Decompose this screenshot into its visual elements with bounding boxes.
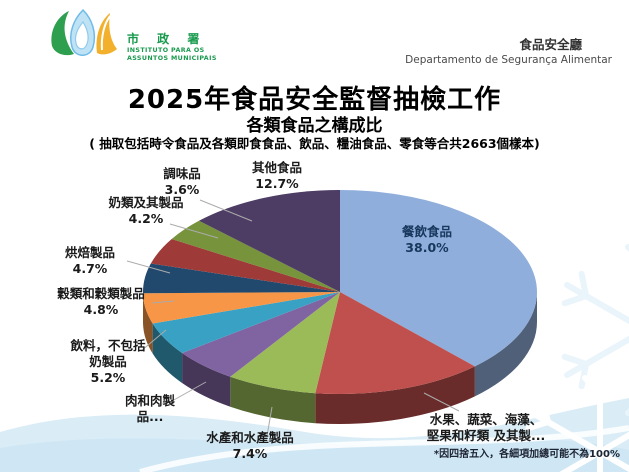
label-leader-line bbox=[169, 223, 219, 239]
iam-logo-text: 市 政 署 INSTITUTO PARA OS ASSUNTOS MUNICIP… bbox=[127, 30, 217, 63]
department-name-pt: Departamento de Segurança Alimentar bbox=[405, 54, 612, 66]
pie-label-beverages: 飲料，不包括 奶製品 5.2% bbox=[70, 338, 145, 386]
pie-label-text2: 品... bbox=[136, 409, 164, 424]
pie-label-pct: 7.4% bbox=[232, 446, 268, 461]
pie-label-text: 穀類和穀類製品 bbox=[57, 286, 145, 301]
pie-label-text: 調味品 bbox=[163, 166, 201, 181]
logo-cn-name: 市 政 署 bbox=[127, 32, 207, 46]
pie-label-pct: 4.2% bbox=[128, 211, 164, 226]
pie-label-seasoning: 調味品 3.6% bbox=[163, 166, 201, 198]
pie-label-bakery: 烘焙製品 4.7% bbox=[65, 245, 115, 277]
department-name-cn: 食品安全廳 bbox=[519, 37, 582, 52]
pie-label-pct: 4.8% bbox=[83, 302, 119, 317]
pie-label-fruit-vegetables: 水果、蔬菜、海藻、 堅果和籽類 及其製... bbox=[427, 412, 546, 444]
pie-label-text: 其他食品 bbox=[251, 160, 303, 175]
logo-green-leaf bbox=[51, 11, 74, 56]
label-leader-line bbox=[126, 260, 171, 274]
pie-label-text2: 奶製品 bbox=[89, 354, 127, 369]
snowflake-icon bbox=[523, 369, 629, 472]
pie-label-meat: 肉和肉製 品... bbox=[125, 393, 175, 425]
pie-label-text: 水產和水產製品 bbox=[206, 430, 294, 445]
pie-label-text2: 堅果和籽類 及其製... bbox=[426, 428, 546, 443]
pie-slice bbox=[198, 190, 340, 292]
chart-title: 各類食品之構成比 bbox=[246, 116, 383, 136]
pie-slice bbox=[152, 292, 340, 353]
iam-logo-icon bbox=[51, 8, 117, 56]
label-leader-line bbox=[266, 406, 273, 437]
page-title: 2025年食品安全監督抽檢工作 bbox=[127, 85, 502, 115]
pie-slice bbox=[143, 292, 340, 324]
pie-label-text: 餐飲食品 bbox=[401, 224, 453, 239]
pie-label-text: 肉和肉製 bbox=[124, 393, 176, 408]
label-leader-line bbox=[423, 392, 460, 412]
wave-highlight bbox=[139, 425, 629, 472]
logo-latin-line1: INSTITUTO PARA OS bbox=[127, 47, 205, 54]
pie-label-aquatic: 水產和水產製品 7.4% bbox=[206, 430, 294, 462]
pie-slice-side bbox=[182, 352, 231, 407]
logo-water-drop bbox=[74, 20, 89, 50]
logo-yellow-stripe bbox=[100, 15, 111, 51]
department-block: 食品安全廳 Departamento de Segurança Alimenta… bbox=[405, 34, 612, 66]
pie-label-other-food: 其他食品 12.7% bbox=[252, 160, 302, 192]
pie-label-text: 飲料，不包括 bbox=[70, 338, 146, 353]
pie-slice-side bbox=[143, 293, 153, 354]
rounding-footnote: *因四捨五入，各細項加總可能不為100% bbox=[433, 449, 620, 460]
iam-logo bbox=[46, 8, 120, 70]
pie-label-text: 奶類及其製品 bbox=[108, 195, 184, 210]
pie-slice-side bbox=[152, 323, 183, 383]
pie-label-pct: 3.6% bbox=[164, 182, 200, 197]
pie-slice bbox=[182, 292, 340, 377]
label-leader-line bbox=[140, 329, 167, 352]
pie-slice bbox=[230, 292, 340, 394]
pie-label-text: 水果、蔬菜、海藻、 bbox=[429, 412, 543, 427]
pie-slice bbox=[143, 263, 340, 294]
pie-slice-side bbox=[230, 376, 316, 424]
pie-label-text: 烘焙製品 bbox=[64, 245, 116, 260]
pie-label-pct: 38.0% bbox=[405, 240, 449, 255]
label-leader-line bbox=[151, 300, 175, 304]
pie-slice bbox=[315, 292, 475, 395]
wave-shape-2 bbox=[0, 438, 629, 472]
pie-slice-side bbox=[474, 292, 537, 397]
logo-latin-line2: ASSUNTOS MUNICIPAIS bbox=[127, 55, 217, 62]
pie-slice bbox=[340, 190, 538, 367]
sample-note: ( 抽取包括時令食品及各類即食食品、飲品、糧油食品、零食等合共2663個樣本) bbox=[89, 136, 540, 151]
pie-label-pct: 4.7% bbox=[72, 261, 108, 276]
pie-label-catering-food: 餐飲食品 38.0% bbox=[402, 224, 452, 256]
pie-label-grains: 穀類和穀類製品 4.8% bbox=[57, 286, 145, 318]
pie-slice bbox=[171, 220, 340, 292]
pie-label-dairy: 奶類及其製品 4.2% bbox=[108, 195, 183, 227]
label-leader-line bbox=[171, 381, 207, 402]
pie-label-pct: 12.7% bbox=[255, 176, 299, 191]
pie-slice-side bbox=[315, 366, 475, 425]
label-leader-line bbox=[199, 199, 253, 222]
pie-label-pct: 5.2% bbox=[90, 370, 126, 385]
pie-slice bbox=[150, 238, 340, 292]
